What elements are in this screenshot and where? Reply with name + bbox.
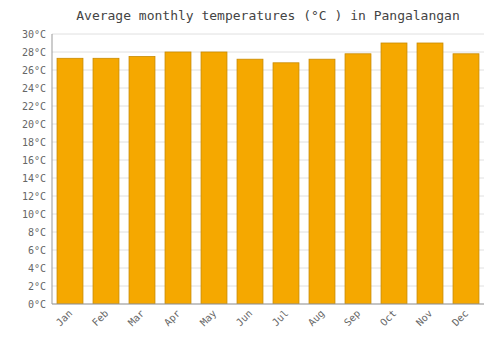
y-tick-label: 28°C: [22, 47, 46, 58]
y-tick-label: 22°C: [22, 101, 46, 112]
bar: [345, 54, 371, 304]
bar: [201, 52, 227, 304]
x-tick-label: Jan: [54, 308, 75, 329]
x-tick-label: Mar: [126, 308, 147, 329]
bar: [129, 57, 155, 305]
bar: [381, 43, 407, 304]
x-tick-label: Apr: [162, 308, 183, 329]
bar: [309, 59, 335, 304]
x-tick-label: May: [198, 308, 219, 329]
grid-line: [52, 304, 484, 305]
grid: [52, 34, 484, 304]
x-tick-label: Oct: [378, 308, 399, 329]
x-tick-label: Jun: [234, 308, 255, 329]
bars: [57, 43, 479, 304]
y-tick-label: 20°C: [22, 119, 46, 130]
x-tick-label: Sep: [342, 308, 363, 329]
y-tick-label: 0°C: [28, 299, 46, 310]
bar: [57, 58, 83, 304]
y-tick-label: 10°C: [22, 209, 46, 220]
bar: [237, 59, 263, 304]
y-tick-label: 24°C: [22, 83, 46, 94]
y-tick-label: 18°C: [22, 137, 46, 148]
x-tick-label: Aug: [306, 308, 327, 329]
bar: [93, 58, 119, 304]
title: Average monthly temperatures (°C ) in Pa…: [76, 8, 460, 23]
x-tick-label: Dec: [450, 308, 471, 329]
x-tick-label: Nov: [414, 308, 435, 329]
y-tick-label: 4°C: [28, 263, 46, 274]
y-tick-label: 30°C: [22, 29, 46, 40]
y-tick-label: 8°C: [28, 227, 46, 238]
chart-container: Average monthly temperatures (°C ) in Pa…: [0, 0, 500, 350]
bar: [165, 52, 191, 304]
y-tick-label: 12°C: [22, 191, 46, 202]
y-tick-label: 16°C: [22, 155, 46, 166]
bar: [273, 63, 299, 304]
grid-line: [52, 34, 484, 35]
y-tick-label: 14°C: [22, 173, 46, 184]
y-axis-line: [52, 34, 53, 304]
y-tick-label: 26°C: [22, 65, 46, 76]
x-tick-label: Feb: [90, 308, 111, 329]
bar: [417, 43, 443, 304]
y-tick-label: 2°C: [28, 281, 46, 292]
chart-svg: Average monthly temperatures (°C ) in Pa…: [0, 0, 500, 350]
x-tick-label: Jul: [270, 308, 291, 329]
x-axis-line: [52, 304, 484, 305]
bar: [453, 54, 479, 304]
y-tick-label: 6°C: [28, 245, 46, 256]
